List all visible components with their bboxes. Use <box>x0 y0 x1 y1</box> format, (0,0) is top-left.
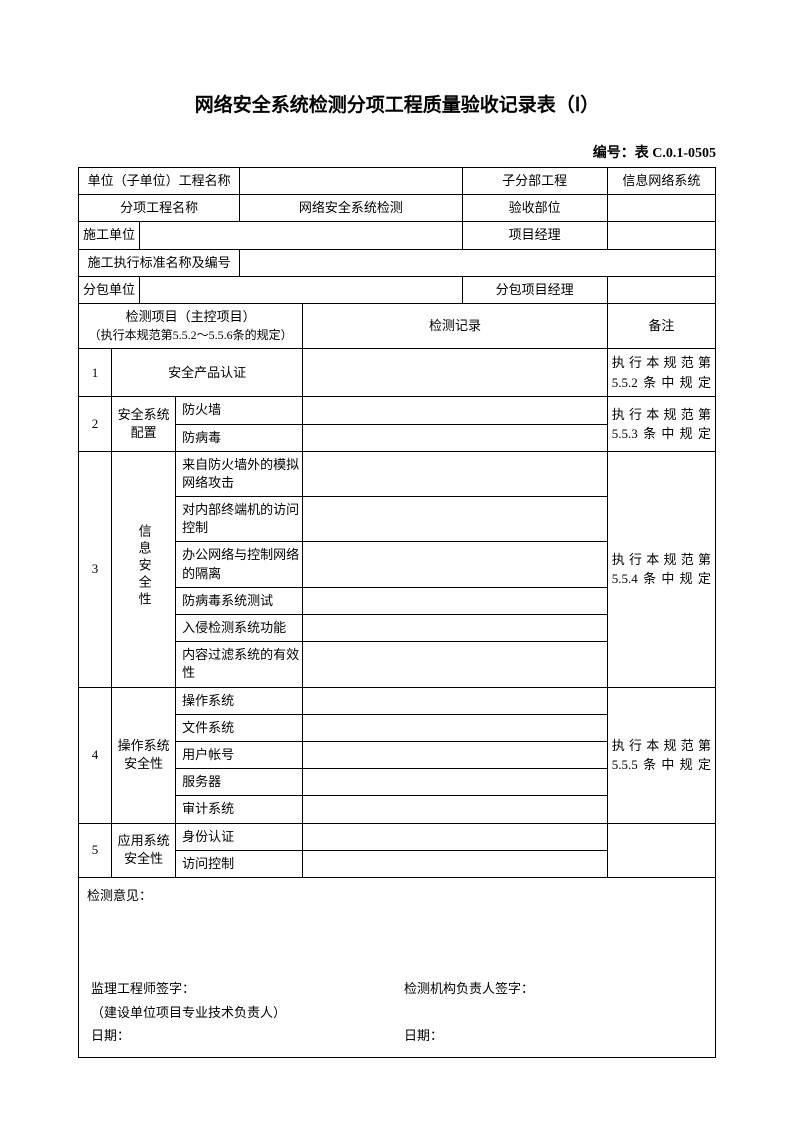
label-sub-division: 子分部工程 <box>462 168 607 195</box>
label-unit-name: 单位（子单位）工程名称 <box>79 168 240 195</box>
row-record <box>303 850 607 877</box>
row-record <box>303 451 607 496</box>
row-sub: 来自防火墙外的模拟网络攻击 <box>176 451 303 496</box>
row-num: 3 <box>79 451 112 687</box>
supervisor-signature: 监理工程师签字： <box>91 977 394 1000</box>
row-sub: 文件系统 <box>176 714 303 741</box>
row-record <box>303 796 607 823</box>
row-sub: 操作系统 <box>176 687 303 714</box>
table-row: 分项工程名称 网络安全系统检测 验收部位 <box>79 195 716 222</box>
row-record <box>303 615 607 642</box>
value-sub-pm <box>607 276 715 303</box>
table-row: 3 信息安全性 来自防火墙外的模拟网络攻击 执行本规范第5.5.4条中规定 <box>79 451 716 496</box>
value-sub-division: 信息网络系统 <box>607 168 715 195</box>
row-name: 安全产品认证 <box>112 349 303 397</box>
label-project-manager: 项目经理 <box>462 222 607 249</box>
row-remark: 执行本规范第5.5.3条中规定 <box>607 397 715 451</box>
row-record <box>303 823 607 850</box>
table-row: 1 安全产品认证 执行本规范第5.5.2条中规定 <box>79 349 716 397</box>
row-record <box>303 642 607 687</box>
row-sub: 防病毒系统测试 <box>176 587 303 614</box>
value-standard <box>240 249 716 276</box>
row-record <box>303 397 607 424</box>
footer-cell: 检测意见： 监理工程师签字： （建设单位项目专业技术负责人） 日期： 检测机构负… <box>79 877 716 1057</box>
row-remark <box>607 823 715 877</box>
row-record <box>303 714 607 741</box>
page-title: 网络安全系统检测分项工程质量验收记录表（Ⅰ） <box>78 90 716 117</box>
row-sub: 办公网络与控制网络的隔离 <box>176 542 303 587</box>
row-remark: 执行本规范第5.5.4条中规定 <box>607 451 715 687</box>
label-sub-pm: 分包项目经理 <box>462 276 607 303</box>
row-name: 操作系统安全性 <box>112 687 176 823</box>
value-sub-project: 网络安全系统检测 <box>240 195 462 222</box>
row-sub: 防火墙 <box>176 397 303 424</box>
doc-number: 编号：表 C.0.1-0505 <box>78 142 716 162</box>
table-row: 2 安全系统配置 防火墙 执行本规范第5.5.3条中规定 <box>79 397 716 424</box>
inspector-signature: 检测机构负责人签字： <box>404 977 707 1000</box>
row-num: 2 <box>79 397 112 451</box>
row-name: 安全系统配置 <box>112 397 176 451</box>
row-num: 4 <box>79 687 112 823</box>
table-header: 检测项目（主控项目） （执行本规范第5.5.2～5.5.6条的规定） 检测记录 … <box>79 303 716 348</box>
row-remark: 执行本规范第5.5.5条中规定 <box>607 687 715 823</box>
table-row: 单位（子单位）工程名称 子分部工程 信息网络系统 <box>79 168 716 195</box>
row-name: 应用系统安全性 <box>112 823 176 877</box>
row-record <box>303 587 607 614</box>
row-name: 信息安全性 <box>112 451 176 687</box>
supervisor-date: 日期： <box>91 1024 394 1047</box>
row-sub: 入侵检测系统功能 <box>176 615 303 642</box>
table-row: 施工单位 项目经理 <box>79 222 716 249</box>
table-row: 分包单位 分包项目经理 <box>79 276 716 303</box>
inspector-date: 日期： <box>404 1024 707 1047</box>
row-record <box>303 741 607 768</box>
row-record <box>303 769 607 796</box>
row-num: 5 <box>79 823 112 877</box>
header-test-item: 检测项目（主控项目） （执行本规范第5.5.2～5.5.6条的规定） <box>79 303 303 348</box>
row-record <box>303 497 607 542</box>
value-accept-part <box>607 195 715 222</box>
label-standard: 施工执行标准名称及编号 <box>79 249 240 276</box>
row-sub: 访问控制 <box>176 850 303 877</box>
row-sub: 防病毒 <box>176 424 303 451</box>
table-row: 5 应用系统安全性 身份认证 <box>79 823 716 850</box>
row-remark: 执行本规范第5.5.2条中规定 <box>607 349 715 397</box>
row-record <box>303 542 607 587</box>
row-sub: 服务器 <box>176 769 303 796</box>
value-subcontractor <box>140 276 462 303</box>
row-sub: 身份认证 <box>176 823 303 850</box>
value-project-manager <box>607 222 715 249</box>
row-sub: 用户帐号 <box>176 741 303 768</box>
opinion-label: 检测意见： <box>87 884 707 907</box>
row-sub: 内容过滤系统的有效性 <box>176 642 303 687</box>
label-subcontractor: 分包单位 <box>79 276 140 303</box>
header-remark: 备注 <box>607 303 715 348</box>
row-record <box>303 687 607 714</box>
value-unit-name <box>240 168 462 195</box>
label-sub-project: 分项工程名称 <box>79 195 240 222</box>
table-row: 4 操作系统安全性 操作系统 执行本规范第5.5.5条中规定 <box>79 687 716 714</box>
table-row: 施工执行标准名称及编号 <box>79 249 716 276</box>
header-test-record: 检测记录 <box>303 303 607 348</box>
supervisor-note: （建设单位项目专业技术负责人） <box>91 1001 394 1024</box>
value-construction-unit <box>140 222 462 249</box>
row-num: 1 <box>79 349 112 397</box>
row-sub: 对内部终端机的访问控制 <box>176 497 303 542</box>
main-table: 单位（子单位）工程名称 子分部工程 信息网络系统 分项工程名称 网络安全系统检测… <box>78 167 716 1058</box>
row-record <box>303 424 607 451</box>
label-construction-unit: 施工单位 <box>79 222 140 249</box>
row-record <box>303 349 607 397</box>
label-accept-part: 验收部位 <box>462 195 607 222</box>
footer-row: 检测意见： 监理工程师签字： （建设单位项目专业技术负责人） 日期： 检测机构负… <box>79 877 716 1057</box>
row-sub: 审计系统 <box>176 796 303 823</box>
